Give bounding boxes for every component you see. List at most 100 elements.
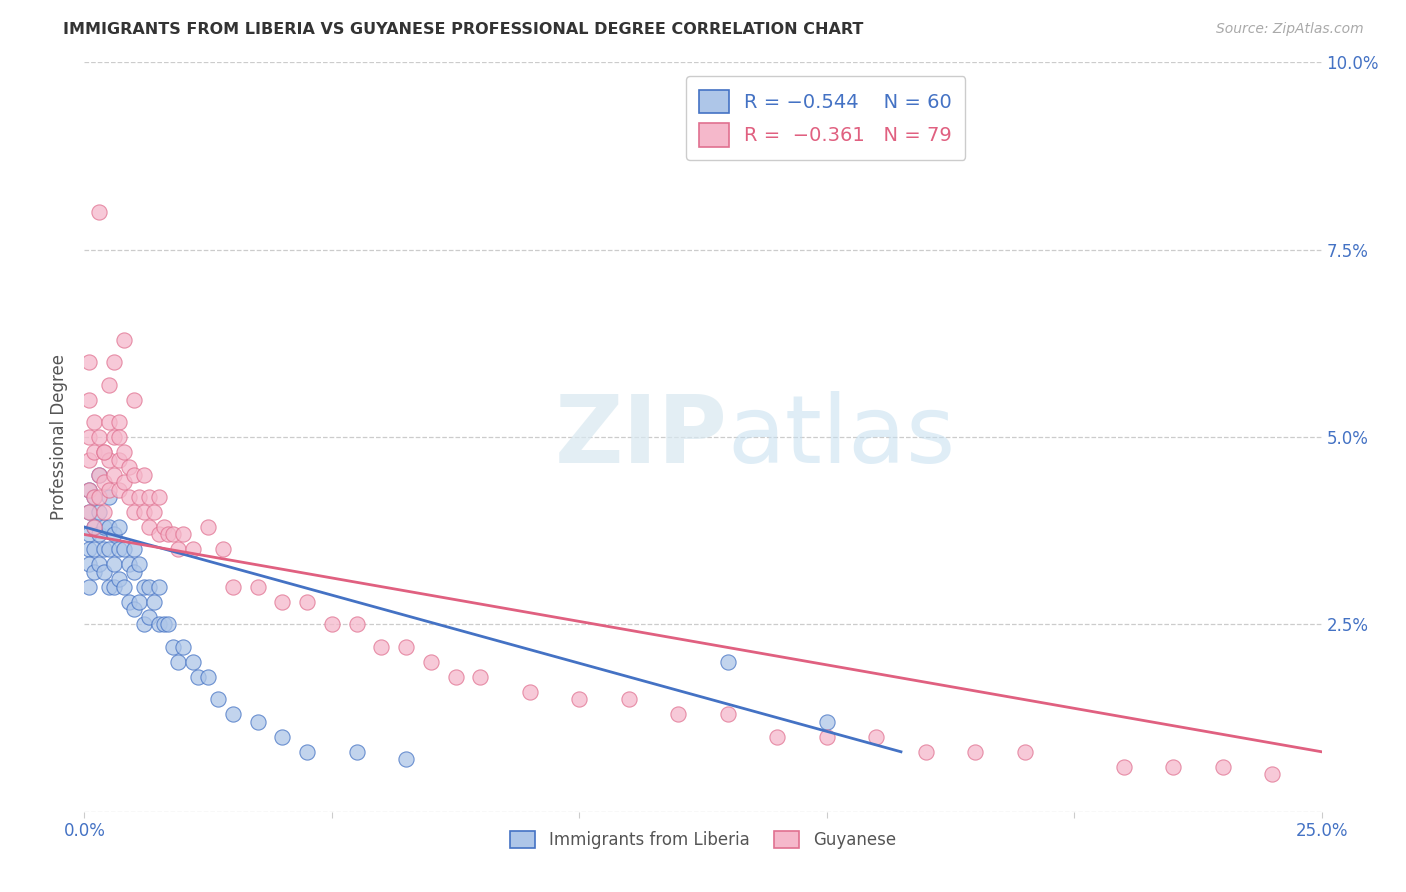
Point (167, 655, 190, 669)
Point (865, 730, 887, 744)
Point (108, 452, 131, 467)
Point (93, 505, 115, 519)
Point (157, 527, 180, 541)
Point (197, 520, 219, 534)
Point (79, 505, 101, 519)
Point (138, 520, 160, 534)
Point (162, 527, 184, 541)
Point (246, 580, 269, 594)
Point (89, 558, 111, 572)
Point (138, 580, 160, 594)
Point (79, 483, 101, 497)
Point (122, 542, 145, 557)
Point (98, 377, 121, 392)
Point (79, 558, 101, 572)
Point (617, 692, 640, 706)
Point (93, 475, 115, 489)
Point (138, 490, 160, 504)
Point (98, 580, 121, 594)
Point (122, 467, 145, 482)
Point (815, 714, 838, 729)
Point (519, 685, 541, 699)
Point (370, 640, 392, 654)
Point (112, 542, 135, 557)
Point (128, 490, 150, 504)
Point (79, 542, 101, 557)
Point (103, 467, 125, 482)
Point (965, 745, 987, 759)
Point (157, 617, 180, 632)
Point (172, 527, 194, 541)
Y-axis label: Professional Degree: Professional Degree (51, 354, 69, 520)
Point (181, 655, 204, 669)
Point (122, 565, 145, 579)
Point (142, 505, 165, 519)
Point (470, 670, 492, 684)
Legend: Immigrants from Liberia, Guyanese: Immigrants from Liberia, Guyanese (503, 824, 903, 855)
Point (79, 452, 101, 467)
Point (98, 490, 121, 504)
Point (1261, 767, 1284, 781)
Point (118, 558, 141, 572)
Point (108, 415, 131, 429)
Point (79, 392, 101, 407)
Point (444, 670, 467, 684)
Text: IMMIGRANTS FROM LIBERIA VS GUYANESE PROFESSIONAL DEGREE CORRELATION CHART: IMMIGRANTS FROM LIBERIA VS GUYANESE PROF… (63, 22, 863, 37)
Point (295, 595, 318, 609)
Point (187, 670, 209, 684)
Point (152, 617, 174, 632)
Point (148, 580, 170, 594)
Point (103, 355, 125, 369)
Point (132, 580, 155, 594)
Point (89, 430, 111, 444)
Point (79, 505, 101, 519)
Point (93, 542, 115, 557)
Point (1161, 760, 1184, 774)
Point (212, 542, 235, 557)
Point (122, 505, 145, 519)
Point (103, 430, 125, 444)
Point (98, 415, 121, 429)
Point (148, 617, 170, 632)
Point (93, 445, 115, 459)
Point (112, 475, 135, 489)
Point (103, 558, 125, 572)
Point (142, 595, 165, 609)
Point (108, 520, 131, 534)
Point (346, 617, 368, 632)
Point (89, 467, 111, 482)
Point (271, 730, 294, 744)
Point (666, 707, 689, 722)
Point (89, 490, 111, 504)
Point (93, 565, 115, 579)
Point (132, 617, 155, 632)
Point (83, 490, 105, 504)
Point (103, 580, 125, 594)
Text: atlas: atlas (728, 391, 956, 483)
Point (132, 505, 155, 519)
Point (83, 565, 105, 579)
Point (222, 580, 245, 594)
Point (122, 602, 145, 616)
Point (89, 467, 111, 482)
Point (98, 542, 121, 557)
Point (246, 714, 269, 729)
Point (108, 573, 131, 587)
Text: ZIP: ZIP (555, 391, 728, 483)
Point (181, 542, 204, 557)
Point (108, 483, 131, 497)
Point (167, 542, 190, 557)
Point (79, 430, 101, 444)
Point (132, 467, 155, 482)
Point (419, 655, 441, 669)
Point (395, 640, 418, 654)
Point (1014, 745, 1036, 759)
Point (568, 692, 591, 706)
Point (118, 595, 141, 609)
Point (1212, 760, 1234, 774)
Point (93, 520, 115, 534)
Point (162, 640, 184, 654)
Point (766, 730, 789, 744)
Point (112, 333, 135, 347)
Text: Source: ZipAtlas.com: Source: ZipAtlas.com (1216, 22, 1364, 37)
